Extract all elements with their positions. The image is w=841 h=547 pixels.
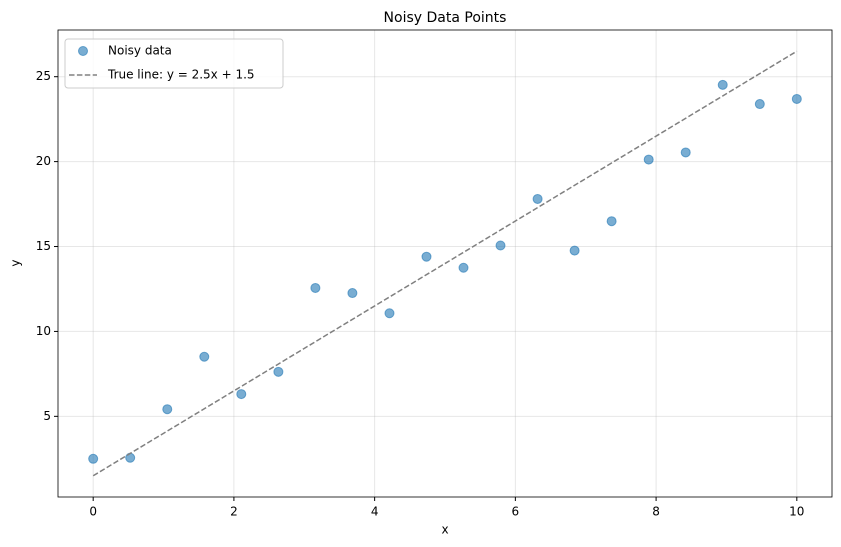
y-tick-label: 20 [36, 154, 51, 168]
legend-label: True line: y = 2.5x + 1.5 [107, 68, 255, 82]
x-tick-label: 6 [512, 505, 520, 519]
x-tick-label: 2 [230, 505, 238, 519]
data-point [88, 453, 99, 464]
trend-line [92, 50, 798, 477]
legend-box [64, 38, 284, 89]
x-tick-label: 8 [652, 505, 660, 519]
data-point [680, 147, 691, 158]
legend: Noisy data True line: y = 2.5x + 1.5 [64, 38, 284, 89]
x-tick-label: 4 [371, 505, 379, 519]
data-point [273, 366, 284, 377]
x-tick-label: 10 [789, 505, 804, 519]
x-axis-label: x [441, 523, 448, 537]
data-point [754, 99, 765, 110]
legend-marker [78, 46, 88, 56]
data-point [495, 240, 506, 251]
plot-frame [57, 29, 833, 498]
y-axis-label: y [9, 259, 23, 266]
x-tick-label: 0 [89, 505, 97, 519]
data-point [717, 79, 728, 90]
data-point [199, 351, 210, 362]
chart-title: Noisy Data Points [384, 10, 507, 26]
data-point [236, 389, 247, 400]
data-point [310, 282, 321, 293]
data-point [532, 193, 543, 204]
y-tick-label: 15 [36, 239, 51, 253]
legend-label: Noisy data [108, 44, 172, 58]
data-point [384, 308, 395, 319]
data-point [347, 288, 358, 299]
data-point [791, 93, 802, 104]
data-point [569, 245, 580, 256]
data-point [458, 262, 469, 273]
y-tick-label: 5 [43, 409, 51, 423]
y-tick-label: 25 [36, 69, 51, 83]
y-tick-label: 10 [36, 324, 51, 338]
data-point [162, 404, 173, 415]
data-point [606, 216, 617, 227]
data-point [643, 154, 654, 165]
data-point [421, 251, 432, 262]
